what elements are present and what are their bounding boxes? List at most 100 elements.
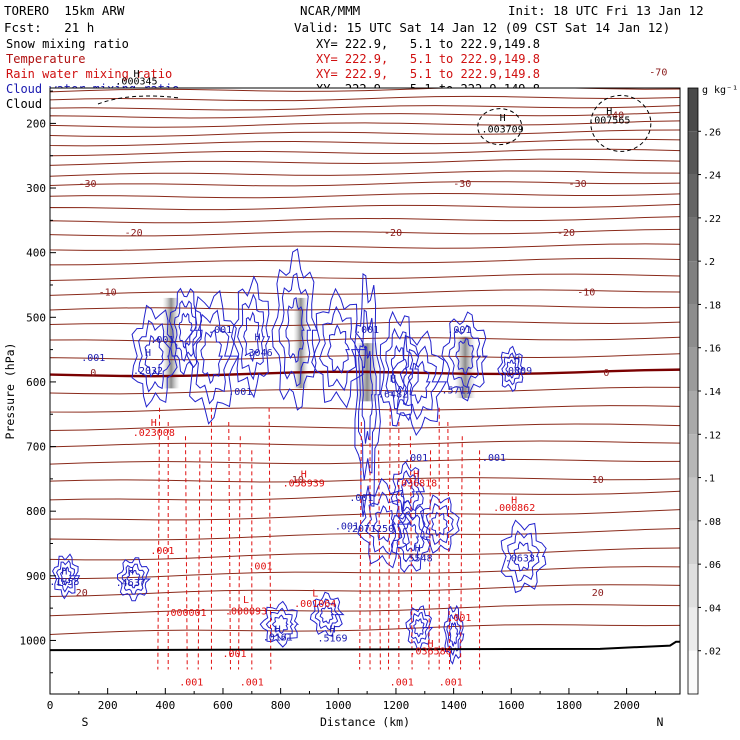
cloud-water-label: .001 [482,453,506,464]
colorbar-segment [688,174,698,218]
cloud-water-label: H [145,348,151,359]
snow-column [454,336,476,399]
isotherm-line [50,148,680,157]
cloud-water-contour [131,304,178,408]
rain-water-label: .001 [179,678,203,689]
surface-line [49,640,680,652]
rain-water-label: .023008 [133,428,175,439]
rain-water-contours [157,407,481,670]
isotherm-line [50,243,680,251]
cloud-water-contour [443,604,465,665]
rain-contour [268,407,272,670]
rain-contour [409,436,413,670]
rain-contour [238,436,241,670]
cloud-water-contour [271,248,318,411]
colorbar-label: .14 [703,387,721,398]
x-tick-label: 400 [155,699,175,712]
cloud-water-contour [431,511,448,537]
cloud-water-contour [271,614,289,635]
rain-contour [157,407,161,670]
isotherm-line [50,527,680,541]
cloud-water-label: .001 [404,453,428,464]
rain-water-label: .001064 [294,599,336,610]
isotherm-label: 10 [592,475,604,486]
x-tick-label: 200 [98,699,118,712]
colorbar-segment [688,564,698,608]
rain-water-label: .001 [439,678,463,689]
field-name: Temperature [6,52,86,66]
rain-contour [197,450,201,670]
cloud-water-label: .2071250 [346,524,394,535]
cloud-water-label: .0309 [502,366,532,377]
cloud-water-label: .3046 [243,348,273,359]
cloud-water-contour [173,300,198,363]
cloud-ice-contour [97,95,181,105]
cloud-water-contour [455,337,475,375]
isotherm-line [50,477,680,483]
rain-water-label: H [151,418,157,429]
cloud-water-label: .5548 [403,554,433,565]
isotherm-label: -30 [453,179,471,190]
cloud-water-contour [448,324,482,389]
x-tick-label: 1000 [325,699,352,712]
cloud-water-label: H [330,625,336,636]
isotherm-label: -20 [557,228,575,239]
cloud-water-contour [265,607,294,641]
rain-water-label: .001 [222,649,246,660]
cloud-water-contour [390,461,425,521]
cloud-water-contour [405,605,434,651]
terrain-line [49,640,680,652]
colorbar-segment [688,261,698,305]
isotherm-line [50,216,680,224]
axes: 0 200 400 600 800 1000 1200 1400 1600 1800 2000200… [3,90,664,729]
x-axis-label: Distance (km) [320,715,410,729]
cloud-water-label: .0161 [263,632,293,643]
init-time: Init: 18 UTC Fri 13 Jan 12 [508,3,704,18]
y-tick-label: 800 [26,505,46,518]
y-tick-label: 300 [26,182,46,195]
rain-contour [228,421,231,670]
cloud-water-label: .0633 [505,554,535,565]
x-tick-label: 1600 [498,699,525,712]
isotherm-line [50,129,680,138]
cloud-water-contour [278,272,312,387]
y-tick-label: 700 [26,441,46,454]
rain-water-label: L [243,595,249,606]
cloud-water-label: H [61,567,67,578]
cloud-water-label: H [390,374,396,385]
x-tick-label: 0 [47,699,54,712]
x-tick-label: 1200 [383,699,410,712]
y-tick-label: 900 [26,570,46,583]
cloud-water-contour [379,310,420,427]
colorbar-segment [688,434,698,478]
cloud-water-contour [259,600,300,648]
isotherm-line [50,111,680,119]
isotherm-label: 0 [603,368,609,379]
colorbar: .02 .04 .06 .08 .1 .12 .14 .16 .18 .2 .22 .24 .26 g k… [687,85,738,695]
cloud-water-contour [237,293,265,381]
cloud-water-label: H [255,333,261,344]
cloud-water-contour [178,312,193,349]
cloud-ice-label: H [606,106,612,117]
rain-contour [378,450,381,670]
colorbar-segment [688,520,698,565]
cloud-water-contour [56,559,77,593]
x-tick-label: 600 [213,699,233,712]
cloud-water-contour [390,500,431,573]
colorbar-segment [688,131,698,175]
colorbar-label: .06 [703,560,721,571]
isotherm-line [50,170,680,177]
isotherm-line [50,273,680,281]
colorbar-label: .26 [703,127,721,138]
cloud-water-contour [357,309,377,481]
colorbar-label: .24 [703,171,721,182]
isotherm-label: 20 [76,588,88,599]
cloud-water-label: H [275,625,281,636]
isotherm-line [50,509,680,521]
cloud-water-contour [285,296,305,363]
isotherm-line [50,336,680,343]
colorbar-segment [688,607,698,651]
cloud-ice-label: .003709 [482,124,524,135]
colorbar-segment [688,477,698,521]
